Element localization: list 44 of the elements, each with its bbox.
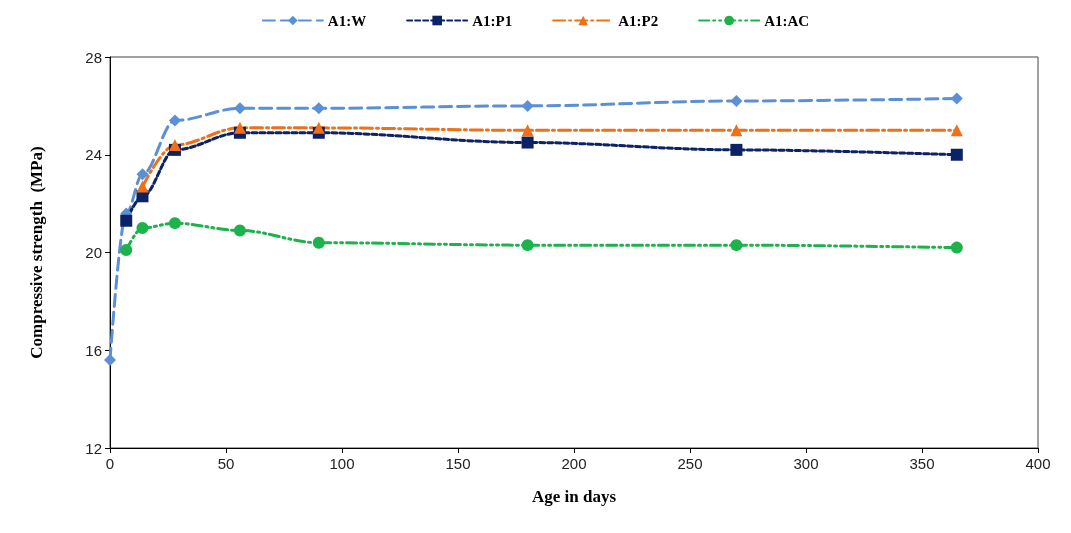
y-axis-title: Compressive strength (MPa) bbox=[27, 146, 46, 359]
point bbox=[950, 148, 963, 161]
x-axis-title: Age in days bbox=[531, 487, 617, 506]
point bbox=[730, 124, 743, 137]
x-tick-label: 0 bbox=[105, 455, 115, 472]
x-tick-label: 300 bbox=[793, 455, 819, 472]
point bbox=[521, 124, 534, 137]
point bbox=[312, 121, 325, 134]
legend-label: A1:AC bbox=[764, 12, 810, 29]
point bbox=[168, 114, 181, 127]
point bbox=[521, 99, 534, 112]
point bbox=[168, 217, 181, 230]
point bbox=[136, 222, 149, 235]
x-tick-label: 250 bbox=[677, 455, 703, 472]
point bbox=[233, 224, 246, 237]
point bbox=[233, 121, 246, 134]
point bbox=[168, 138, 181, 151]
point bbox=[120, 244, 133, 257]
point bbox=[730, 94, 743, 107]
point bbox=[136, 168, 149, 181]
y-tick-label: 16 bbox=[85, 341, 102, 359]
y-tick-label: 20 bbox=[85, 244, 102, 261]
legend-label: A1:W bbox=[327, 12, 367, 29]
y-tick-label: 28 bbox=[85, 48, 102, 66]
legend-label: A1:P2 bbox=[618, 12, 659, 29]
legend-label: A1:P1 bbox=[472, 12, 513, 29]
x-tick-label: 50 bbox=[217, 455, 235, 472]
point bbox=[521, 239, 534, 252]
x-tick-label: 200 bbox=[561, 455, 587, 472]
y-tick-label: 12 bbox=[85, 439, 102, 457]
point bbox=[950, 124, 963, 137]
point bbox=[730, 239, 743, 252]
x-tick-label: 150 bbox=[445, 455, 471, 472]
point bbox=[521, 136, 534, 149]
point bbox=[950, 241, 963, 254]
point bbox=[730, 143, 743, 156]
x-tick-label: 350 bbox=[909, 455, 935, 472]
y-tick-label: 24 bbox=[85, 146, 102, 164]
point bbox=[136, 180, 149, 193]
point bbox=[312, 236, 325, 249]
point bbox=[120, 214, 133, 227]
point bbox=[104, 354, 116, 367]
x-tick-label: 100 bbox=[329, 455, 355, 472]
x-tick-label: 400 bbox=[1025, 455, 1051, 472]
